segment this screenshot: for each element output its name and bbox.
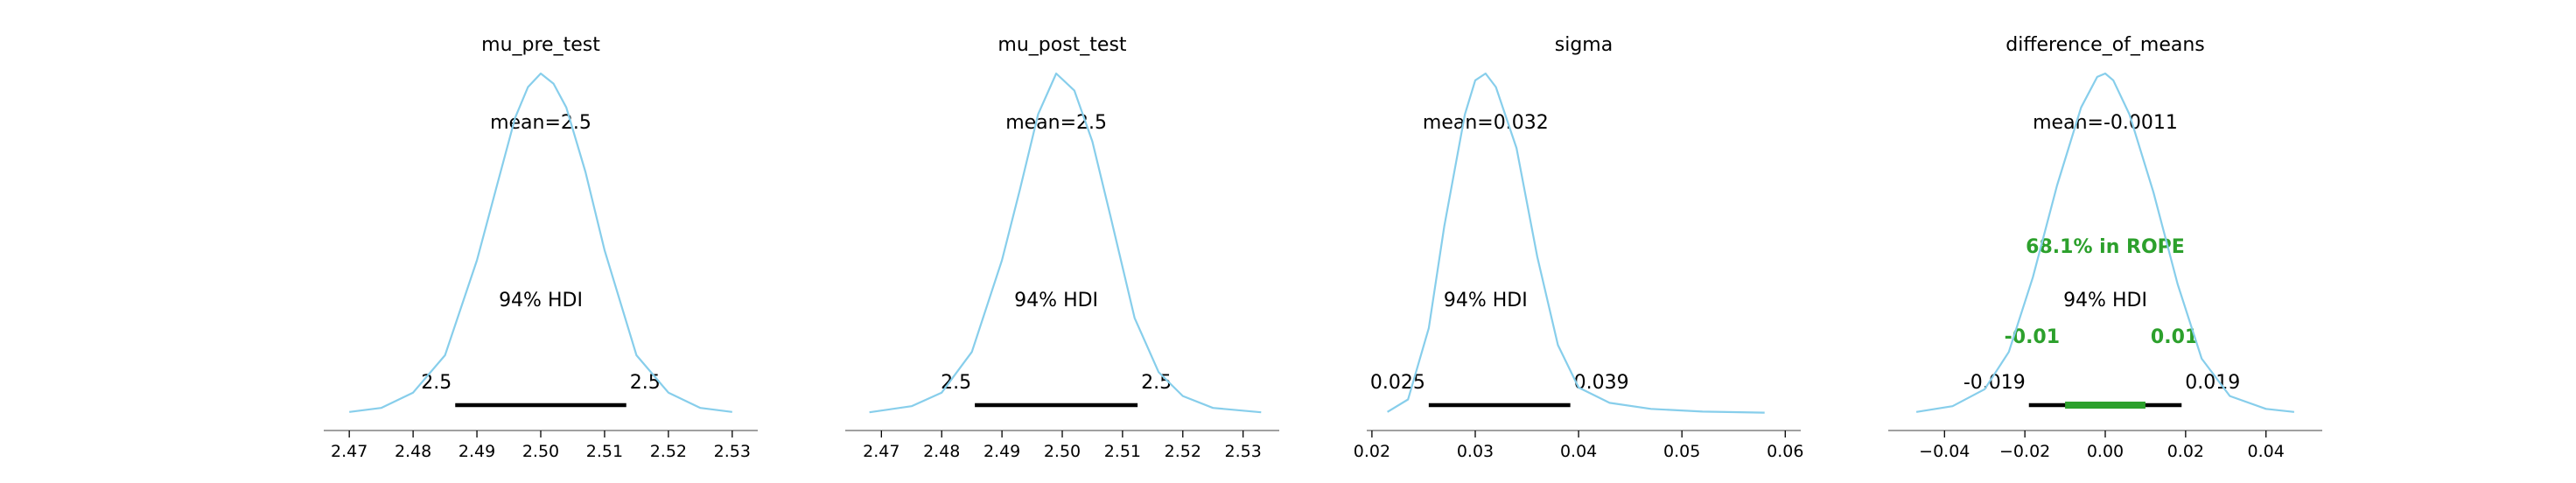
x-tick-label: 2.51 (586, 442, 623, 461)
x-tick-label: 2.52 (650, 442, 687, 461)
x-tick-label: 0.02 (2167, 442, 2204, 461)
panel-title: sigma (1555, 34, 1613, 56)
x-tick-label: 2.48 (395, 442, 431, 461)
hdi-label: 94% HDI (1014, 290, 1098, 312)
mean-label: mean=2.5 (1005, 112, 1107, 134)
x-tick-label: 2.50 (1044, 442, 1081, 461)
hdi-label: 94% HDI (499, 290, 583, 312)
hdi-label: 94% HDI (2063, 290, 2147, 312)
x-tick-label: 2.48 (923, 442, 960, 461)
posterior-panel-difference-of-means: difference_of_means mean=-0.0011 94% HDI… (1888, 34, 2322, 461)
panel-title: mu_pre_test (481, 34, 600, 56)
posterior-panel-sigma: sigma mean=0.032 94% HDI 0.025 0.039 0.0… (1354, 34, 1804, 461)
x-tick-label: 0.04 (1560, 442, 1597, 461)
x-tick-label: 0.05 (1663, 442, 1700, 461)
x-tick-label: 2.53 (1225, 442, 1262, 461)
x-tick-label: 2.49 (458, 442, 495, 461)
rope-upper-bound-label: 0.01 (2151, 326, 2198, 348)
x-tick-label: 2.47 (331, 442, 368, 461)
mean-label: mean=-0.0011 (2033, 112, 2178, 134)
posterior-density-curve (1387, 72, 1765, 414)
x-tick-label: 0.03 (1457, 442, 1494, 461)
rope-percentage-label: 68.1% in ROPE (2026, 236, 2185, 258)
x-tick-label: 2.50 (522, 442, 559, 461)
x-tick-label: 0.00 (2087, 442, 2124, 461)
x-tick-label: 0.06 (1767, 442, 1803, 461)
hdi-lower-bound-label: 2.5 (421, 372, 452, 394)
x-tick-label: −0.04 (1919, 442, 1970, 461)
x-tick-label: 2.47 (863, 442, 900, 461)
hdi-lower-bound-label: 2.5 (941, 372, 971, 394)
x-tick-label: 0.04 (2248, 442, 2285, 461)
posterior-density-curve (349, 72, 732, 413)
mean-label: mean=2.5 (490, 112, 592, 134)
hdi-upper-bound-label: 2.5 (1141, 372, 1172, 394)
panel-title: mu_post_test (998, 34, 1127, 56)
posterior-density-curve (869, 72, 1262, 414)
hdi-upper-bound-label: 0.039 (1574, 372, 1629, 394)
hdi-upper-bound-label: 2.5 (630, 372, 661, 394)
hdi-lower-bound-label: 0.025 (1370, 372, 1425, 394)
mean-label: mean=0.032 (1423, 112, 1549, 134)
panel-title: difference_of_means (2006, 34, 2205, 56)
posterior-panel-mu-post-test: mu_post_test mean=2.5 94% HDI 2.5 2.5 2.… (845, 34, 1279, 461)
hdi-upper-bound-label: 0.019 (2185, 372, 2240, 394)
x-tick-label: 2.53 (714, 442, 751, 461)
x-tick-label: 2.49 (984, 442, 1020, 461)
hdi-label: 94% HDI (1444, 290, 1528, 312)
x-tick-label: −0.02 (1999, 442, 2050, 461)
x-tick-label: 2.51 (1104, 442, 1141, 461)
posterior-density-curve (1915, 72, 2295, 413)
x-tick-label: 2.52 (1165, 442, 1201, 461)
posterior-panel-mu-pre-test: mu_pre_test mean=2.5 94% HDI 2.5 2.5 2.4… (324, 34, 758, 461)
x-tick-label: 0.02 (1354, 442, 1390, 461)
